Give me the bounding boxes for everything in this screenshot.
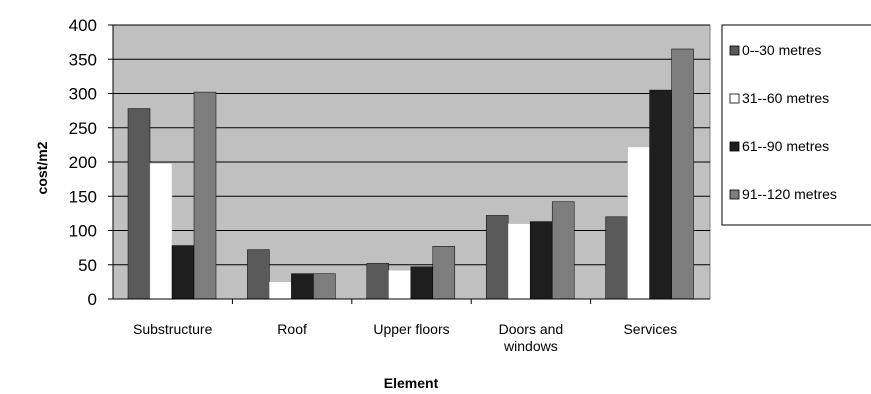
legend-swatch xyxy=(729,141,740,152)
bar xyxy=(171,245,195,300)
bars xyxy=(127,48,694,300)
legend-box xyxy=(721,24,871,226)
bar xyxy=(366,263,390,300)
x-category-label: Roof xyxy=(277,321,307,337)
x-category-label-line: Services xyxy=(623,321,677,337)
x-category-label-line: windows xyxy=(503,338,558,354)
x-category-label-line: Doors and xyxy=(499,321,564,337)
bar xyxy=(127,108,151,300)
bar xyxy=(388,269,412,300)
bar xyxy=(671,48,694,300)
x-category-label: Upper floors xyxy=(373,321,449,337)
y-tick-label: 50 xyxy=(78,256,97,275)
bar xyxy=(247,249,270,300)
y-tick-label: 300 xyxy=(69,85,97,104)
bar xyxy=(432,246,456,300)
legend-swatch xyxy=(729,93,740,104)
bar xyxy=(313,273,336,300)
x-category-label: Doors and windows xyxy=(499,321,564,354)
bar xyxy=(649,89,672,300)
bar xyxy=(627,146,650,300)
legend-swatch xyxy=(729,45,740,56)
bar xyxy=(529,221,553,300)
x-category-label-line: Upper floors xyxy=(373,321,449,337)
legend-swatch xyxy=(729,189,740,200)
legend-label: 0--30 metres xyxy=(742,42,821,58)
bar xyxy=(269,281,292,300)
y-tick-label: 150 xyxy=(69,187,97,206)
bar xyxy=(410,266,434,300)
legend-label: 91--120 metres xyxy=(742,186,837,202)
y-tick-label: 200 xyxy=(69,153,97,172)
y-tick-label: 350 xyxy=(69,50,97,69)
y-tick-label: 400 xyxy=(69,16,97,35)
x-category-labels: Substructure Roof Upper floors Doors and win… xyxy=(133,299,677,354)
bar xyxy=(291,273,314,300)
x-category-label: Services xyxy=(623,321,677,337)
y-tick-labels: 0 50 100 150 200 250 300 350 400 xyxy=(69,16,113,309)
bar xyxy=(605,216,628,300)
x-category-label-line: Roof xyxy=(277,321,307,337)
y-axis-title: cost/m2 xyxy=(34,141,50,194)
x-axis-title: Element xyxy=(384,375,439,391)
y-tick-label: 250 xyxy=(69,119,97,138)
y-tick-label: 100 xyxy=(69,222,97,241)
bar xyxy=(485,215,509,300)
legend: 0--30 metres 31--60 metres 61--90 metres 91… xyxy=(721,24,871,226)
bar xyxy=(149,163,173,300)
bar xyxy=(193,91,217,300)
x-category-label: Substructure xyxy=(133,321,213,337)
x-category-label-line: Substructure xyxy=(133,321,213,337)
legend-label: 31--60 metres xyxy=(742,90,829,106)
bar xyxy=(551,201,575,300)
bar xyxy=(507,223,531,300)
legend-label: 61--90 metres xyxy=(742,138,829,154)
y-tick-label: 0 xyxy=(88,290,97,309)
